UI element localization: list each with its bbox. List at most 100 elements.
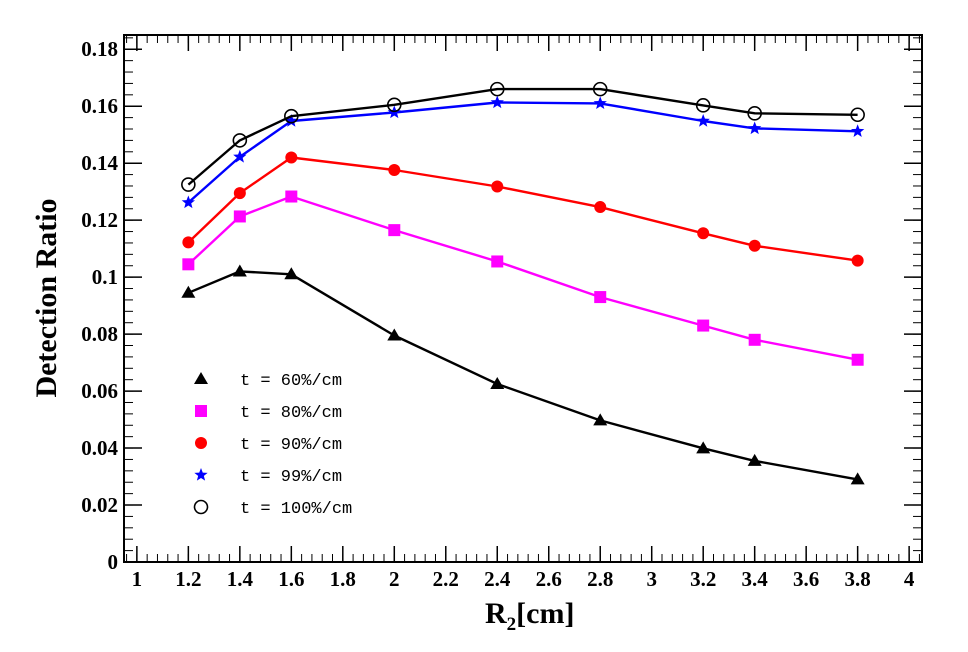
legend-entry: t = 99%/cm bbox=[194, 468, 342, 487]
legend-marker bbox=[195, 437, 207, 449]
x-tick-label: 1.6 bbox=[278, 567, 304, 591]
data-point bbox=[748, 239, 761, 252]
data-point bbox=[593, 413, 608, 426]
x-axis-title: R2[cm] bbox=[485, 597, 574, 635]
data-point bbox=[695, 98, 711, 113]
x-tick-label: 2.2 bbox=[433, 567, 459, 591]
data-point bbox=[284, 114, 298, 127]
data-point bbox=[285, 190, 298, 203]
data-point bbox=[490, 376, 505, 389]
y-tick-label: 0 bbox=[108, 550, 119, 574]
data-point bbox=[747, 453, 762, 466]
y-tick-label: 0.1 bbox=[92, 265, 118, 289]
x-axis-ticks bbox=[126, 35, 920, 562]
x-tick-label: 3.4 bbox=[742, 567, 769, 591]
x-tick-label: 2.4 bbox=[484, 567, 511, 591]
data-point bbox=[386, 97, 402, 113]
x-tick-label: 3.8 bbox=[845, 567, 871, 591]
data-point bbox=[233, 149, 247, 163]
x-tick-label: 4 bbox=[904, 567, 915, 591]
data-point bbox=[696, 441, 711, 454]
y-tick-label: 0.06 bbox=[81, 379, 118, 403]
data-point bbox=[284, 108, 299, 124]
series-0 bbox=[181, 264, 865, 485]
series-1 bbox=[182, 190, 864, 366]
data-point bbox=[592, 81, 608, 97]
legend-entry: t = 80%/cm bbox=[195, 404, 342, 423]
data-point bbox=[850, 124, 865, 137]
legend-label: t = 90%/cm bbox=[240, 436, 342, 455]
series-line bbox=[187, 87, 858, 186]
legend-entry: t = 90%/cm bbox=[195, 436, 342, 455]
data-point bbox=[387, 328, 402, 341]
x-axis-title-unit: [cm] bbox=[516, 597, 574, 630]
x-tick-label: 1.4 bbox=[227, 567, 254, 591]
legend-marker bbox=[194, 468, 208, 481]
y-tick-label: 0.04 bbox=[81, 436, 118, 460]
x-tick-label: 3 bbox=[646, 567, 657, 591]
data-point bbox=[491, 255, 504, 268]
data-point bbox=[232, 264, 247, 277]
x-tick-label: 2 bbox=[389, 567, 400, 591]
data-point bbox=[232, 133, 248, 148]
data-point bbox=[697, 319, 710, 332]
data-point bbox=[181, 177, 196, 192]
data-point bbox=[747, 106, 762, 121]
series-4 bbox=[181, 81, 865, 192]
plot-frame bbox=[123, 34, 923, 563]
y-axis-tick-labels: 0 0.02 0.04 0.06 0.08 0.1 0.12 0.14 0.16 0.18 bbox=[81, 37, 118, 574]
data-point bbox=[285, 151, 298, 164]
legend-marker bbox=[194, 372, 208, 384]
legend-entry: t = 60%/cm bbox=[194, 372, 342, 391]
x-tick-label: 1.2 bbox=[175, 567, 201, 591]
data-point bbox=[388, 224, 401, 237]
series-3 bbox=[181, 95, 865, 209]
y-tick-label: 0.02 bbox=[81, 493, 118, 517]
legend-label: t = 80%/cm bbox=[240, 404, 342, 423]
y-axis-ticks bbox=[124, 37, 922, 563]
data-point bbox=[489, 81, 505, 97]
data-point bbox=[594, 201, 607, 214]
data-point bbox=[182, 258, 195, 271]
legend-entry: t = 100%/cm bbox=[193, 499, 352, 519]
legend-label: t = 100%/cm bbox=[240, 500, 352, 519]
y-tick-label: 0.12 bbox=[81, 208, 118, 232]
x-tick-label: 3.6 bbox=[793, 567, 819, 591]
legend-label: t = 60%/cm bbox=[240, 372, 342, 391]
data-point bbox=[181, 195, 196, 209]
data-point bbox=[748, 333, 761, 346]
legend: t = 60%/cm t = 80%/cm t = 90%/cm t = 99%/cm… bbox=[193, 372, 352, 519]
data-point bbox=[851, 254, 864, 267]
data-point bbox=[181, 285, 196, 298]
data-point bbox=[851, 353, 864, 366]
data-point bbox=[850, 472, 865, 485]
data-point bbox=[284, 267, 299, 280]
legend-label: t = 99%/cm bbox=[240, 468, 342, 487]
legend-marker bbox=[193, 499, 209, 515]
y-tick-label: 0.16 bbox=[81, 94, 118, 118]
data-point bbox=[594, 291, 607, 304]
data-point bbox=[696, 114, 710, 127]
y-axis-title: Detection Ratio bbox=[30, 198, 63, 397]
data-point bbox=[233, 187, 246, 200]
x-tick-label: 2.8 bbox=[587, 567, 613, 591]
data-point bbox=[748, 121, 762, 135]
data-point bbox=[233, 210, 246, 223]
x-tick-label: 3.2 bbox=[690, 567, 716, 591]
x-axis-title-main: R bbox=[485, 597, 507, 630]
x-axis-tick-labels: 1 1.2 1.4 1.6 1.8 2 2.2 2.4 2.6 2.8 3 3.2 3.4 3.6 3.8 4 bbox=[132, 567, 915, 591]
y-tick-label: 0.18 bbox=[81, 37, 118, 61]
data-point bbox=[490, 95, 504, 109]
y-tick-label: 0.08 bbox=[81, 322, 118, 346]
data-point bbox=[850, 107, 865, 123]
data-point bbox=[697, 227, 710, 240]
data-point bbox=[388, 164, 401, 177]
y-tick-label: 0.14 bbox=[81, 151, 118, 175]
x-tick-label: 1 bbox=[132, 567, 143, 591]
x-axis-title-subscript: 2 bbox=[507, 614, 517, 635]
data-point bbox=[593, 96, 607, 110]
data-point bbox=[491, 180, 504, 193]
data-point bbox=[182, 236, 195, 249]
